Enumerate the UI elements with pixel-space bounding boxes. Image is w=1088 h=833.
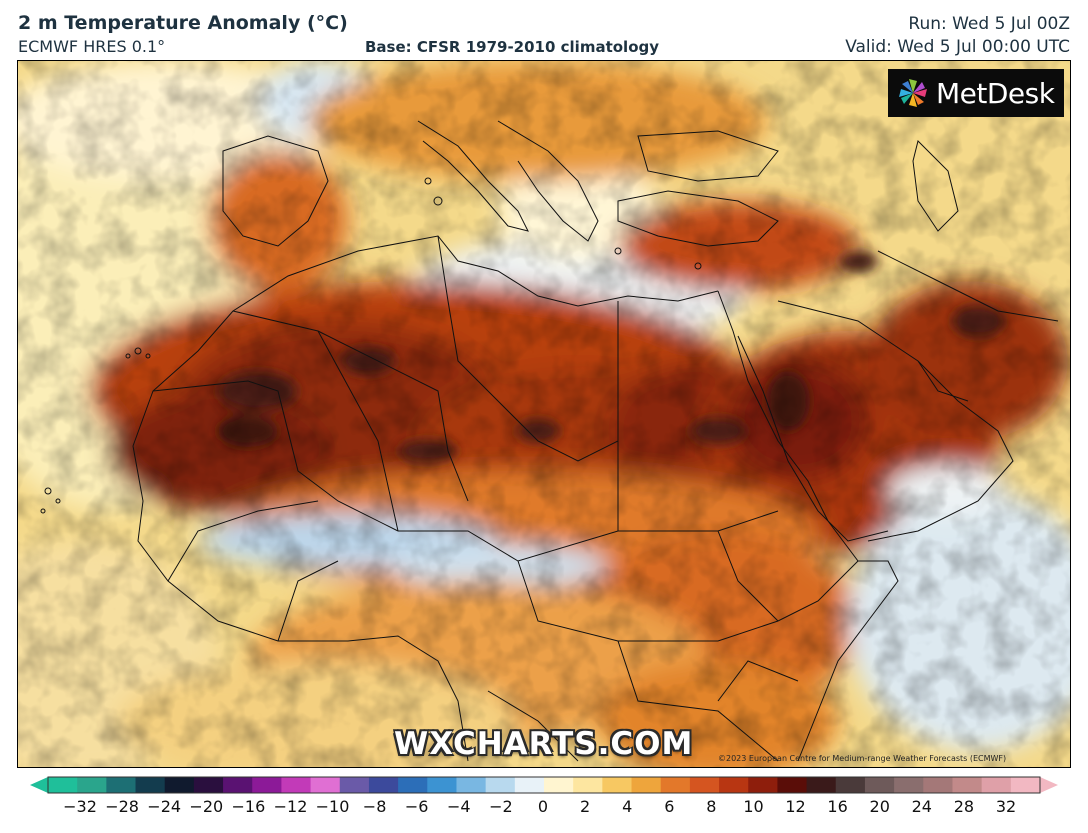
colorbar-cell xyxy=(602,777,633,793)
run-time-label: Run: Wed 5 Jul 00Z xyxy=(908,14,1070,34)
colorbar-max-arrow xyxy=(1040,777,1058,793)
colorbar-min-arrow xyxy=(30,777,48,793)
colorbar-cell xyxy=(631,777,662,793)
colorbar-tick-label: 8 xyxy=(706,797,717,816)
model-label: ECMWF HRES 0.1° xyxy=(18,37,166,56)
colorbar-cell xyxy=(923,777,954,793)
colorbar-tick-label: 24 xyxy=(911,797,932,816)
colorbar-cell xyxy=(193,777,224,793)
colorbar-tick-label: −12 xyxy=(273,797,308,816)
colorbar-cell xyxy=(573,777,603,793)
colorbar-tick-label: 6 xyxy=(664,797,675,816)
colorbar-cell xyxy=(252,777,283,793)
pinwheel-logo-icon xyxy=(899,79,927,107)
colorbar-tick-label: 10 xyxy=(743,797,764,816)
islands xyxy=(40,177,702,514)
colorbar-cell xyxy=(894,777,924,793)
colorbar-cell xyxy=(544,777,574,793)
colorbar-cell xyxy=(514,777,545,793)
colorbar-cell xyxy=(1010,777,1041,793)
colorbar-frame xyxy=(47,776,1041,794)
colorbar-cell xyxy=(835,777,866,793)
colorbar-tick-label: −16 xyxy=(231,797,266,816)
colorbar-tick-label: 20 xyxy=(869,797,890,816)
colorbar-cell xyxy=(339,777,370,793)
map-canvas xyxy=(18,61,1070,767)
colorbar-tick-label: −24 xyxy=(147,797,182,816)
colorbar-cells xyxy=(48,777,1041,793)
chart-title: 2 m Temperature Anomaly (°C) xyxy=(18,12,348,34)
field-texture xyxy=(18,61,1070,767)
valid-time-label: Valid: Wed 5 Jul 00:00 UTC xyxy=(845,37,1070,57)
colorbar-tick-label: −2 xyxy=(489,797,513,816)
coastlines-borders xyxy=(132,120,1059,762)
colorbar-tick-label: 12 xyxy=(785,797,806,816)
colorbar-cell xyxy=(981,777,1012,793)
colorbar-cell xyxy=(106,777,137,793)
colorbar-tick-label: −28 xyxy=(105,797,139,816)
colorbar-cell xyxy=(952,777,983,793)
colorbar-cell xyxy=(77,777,107,793)
logo-text: MetDesk xyxy=(936,76,1055,110)
colorbar-tick-label: 16 xyxy=(827,797,848,816)
colorbar-cell xyxy=(281,777,312,793)
copyright-notice: ©2023 European Centre for Medium-range W… xyxy=(718,754,1007,763)
colorbar-cell xyxy=(223,777,253,793)
metdesk-logo: MetDesk xyxy=(888,69,1064,117)
colorbar-cell xyxy=(368,777,399,793)
colorbar-ticks: −32 −28 −24 −20 −16 −12 −10 −8 −6 −4 −2 0 2 4 6 8 10 12 16… xyxy=(0,797,1088,821)
anomaly-map[interactable]: MetDesk WXCHARTS.COM ©2023 European Cent… xyxy=(17,60,1071,768)
colorbar xyxy=(30,776,1058,794)
colorbar-tick-label: 4 xyxy=(622,797,633,816)
colorbar-cell xyxy=(748,777,779,793)
colorbar-tick-label: 0 xyxy=(537,797,549,816)
colorbar-tick-label: −6 xyxy=(404,797,429,816)
colorbar-tick-label: 2 xyxy=(580,797,591,816)
colorbar-cell xyxy=(806,777,837,793)
colorbar-tick-label: −32 xyxy=(63,797,97,816)
colorbar-cell xyxy=(164,777,195,793)
colorbar-cell xyxy=(398,777,428,793)
colorbar-cell xyxy=(864,777,895,793)
colorbar-cell xyxy=(777,777,808,793)
colorbar-cell xyxy=(660,777,691,793)
colorbar-tick-label: 28 xyxy=(953,797,975,816)
colorbar-cell xyxy=(135,777,166,793)
colorbar-cell xyxy=(456,777,487,793)
colorbar-tick-label: −8 xyxy=(362,797,387,816)
colorbar-tick-label: −10 xyxy=(315,797,350,816)
colorbar-cell xyxy=(719,777,749,793)
colorbar-cell xyxy=(310,777,341,793)
colorbar-tick-label: −4 xyxy=(447,797,471,816)
colorbar-cell xyxy=(48,777,78,793)
watermark: WXCHARTS.COM xyxy=(394,726,694,762)
colorbar-tick-label: −20 xyxy=(189,797,224,816)
climatology-base-label: Base: CFSR 1979-2010 climatology xyxy=(365,38,660,56)
colorbar-cell xyxy=(689,777,720,793)
colorbar-cell xyxy=(485,777,516,793)
colorbar-cell xyxy=(427,777,458,793)
colorbar-tick-label: 32 xyxy=(995,797,1017,816)
